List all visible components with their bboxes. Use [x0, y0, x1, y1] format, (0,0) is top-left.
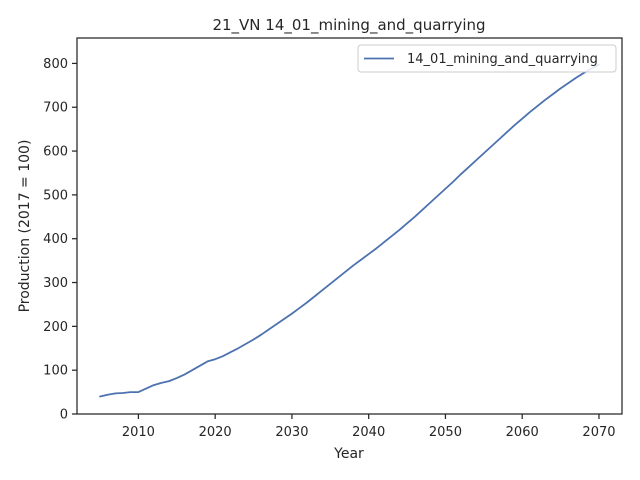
x-axis-label: Year — [333, 446, 364, 462]
legend-label: 14_01_mining_and_quarrying — [407, 52, 598, 67]
x-tick-label: 2030 — [275, 425, 308, 440]
plot-frame — [76, 37, 623, 415]
y-tick-label: 300 — [43, 276, 68, 291]
y-tick-label: 400 — [43, 232, 68, 247]
x-tick-label: 2040 — [352, 425, 385, 440]
y-tick-label: 800 — [43, 57, 68, 72]
plot-lines — [99, 63, 600, 398]
chart-title: 21_VN 14_01_mining_and_quarrying — [212, 16, 485, 35]
legend-box — [357, 44, 617, 73]
x-tick-label: 2010 — [122, 425, 155, 440]
y-tick-label: 600 — [43, 145, 68, 160]
y-tick-label: 100 — [43, 364, 68, 379]
x-tick-label: 2060 — [506, 425, 539, 440]
y-tick-label: 0 — [60, 408, 68, 423]
y-tick-label: 200 — [43, 320, 68, 335]
series-line — [99, 63, 600, 398]
y-tick-label: 700 — [43, 101, 68, 116]
x-tick-label: 2020 — [199, 425, 232, 440]
y-tick-label: 500 — [43, 188, 68, 203]
y-axis-label: Production (2017 = 100) — [17, 140, 33, 313]
x-axis-ticks: 2010 2020 2030 2040 2050 2060 2070 — [122, 414, 616, 440]
x-tick-label: 2050 — [429, 425, 462, 440]
legend: 14_01_mining_and_quarrying — [357, 44, 617, 73]
x-tick-label: 2070 — [582, 425, 615, 440]
y-axis-ticks: 0 100 200 300 400 500 600 700 800 — [43, 57, 77, 423]
